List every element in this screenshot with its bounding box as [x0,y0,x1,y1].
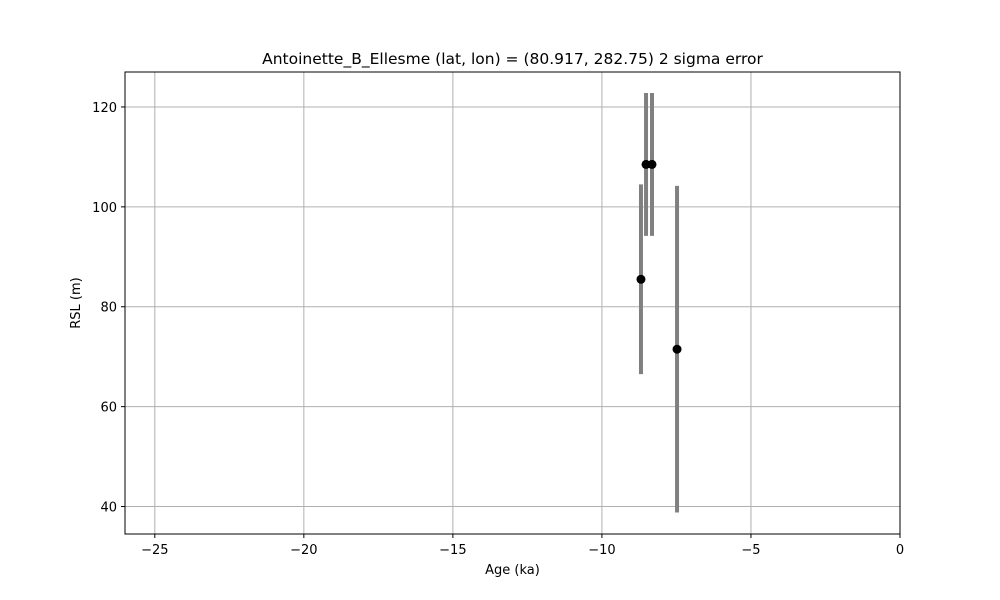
y-tick-label: 80 [100,301,117,316]
x-tick-label: −5 [741,543,760,558]
x-tick-label: −15 [439,543,466,558]
x-tick-label: 0 [896,543,904,558]
plot-area-frame [124,71,901,535]
x-tick-label: −25 [141,543,168,558]
y-axis-label: RSL (m) [69,277,84,328]
x-axis-ticks: −25 −20 −15 −10 −5 0 [141,534,904,558]
data-points [636,159,682,354]
y-tick-label: 120 [92,101,117,116]
data-point [636,274,646,284]
y-axis-ticks: 40 60 80 100 120 [92,101,125,516]
data-point [647,159,657,169]
y-tick-label: 100 [92,201,117,216]
x-tick-label: −20 [290,543,317,558]
x-axis-label: Age (ka) [485,563,540,578]
chart-title: Antoinette_B_Ellesme (lat, lon) = (80.91… [262,50,763,69]
data-point [672,344,682,354]
y-tick-label: 60 [100,401,117,416]
y-tick-label: 40 [100,501,117,516]
x-tick-label: −10 [588,543,615,558]
